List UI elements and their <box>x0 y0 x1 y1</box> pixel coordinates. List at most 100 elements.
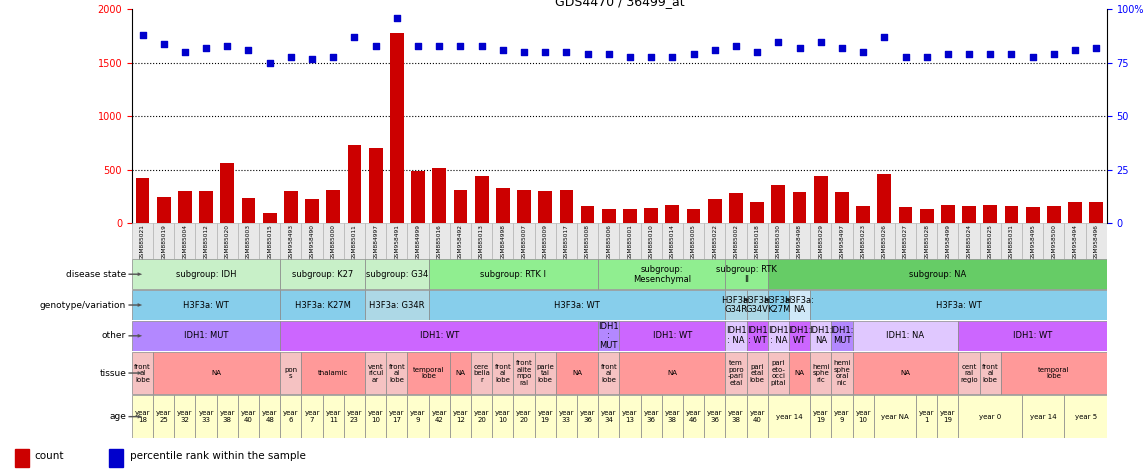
Text: NA: NA <box>668 370 678 376</box>
Text: NA: NA <box>572 370 582 376</box>
Text: other: other <box>102 331 126 340</box>
Point <box>748 48 766 56</box>
Bar <box>814 176 828 223</box>
Bar <box>789 290 810 320</box>
Point <box>367 42 385 50</box>
Bar <box>640 395 662 438</box>
Text: year
19: year 19 <box>538 410 553 423</box>
Text: GSM885013: GSM885013 <box>479 224 484 260</box>
Point <box>1023 53 1041 60</box>
Bar <box>916 395 937 438</box>
Bar <box>195 395 217 438</box>
Point <box>1002 51 1021 58</box>
Text: IDH1:
WT: IDH1: WT <box>788 327 811 345</box>
Text: front
al
lobe: front al lobe <box>494 364 512 383</box>
Bar <box>599 259 725 289</box>
Bar <box>729 193 743 223</box>
Bar <box>1001 352 1107 394</box>
Text: GSM885021: GSM885021 <box>140 224 145 260</box>
Text: year
10: year 10 <box>496 410 510 423</box>
Bar <box>580 206 594 223</box>
Point <box>685 51 703 58</box>
Text: year
6: year 6 <box>283 410 298 423</box>
Text: year
25: year 25 <box>156 410 171 423</box>
Text: GSM885005: GSM885005 <box>690 224 696 260</box>
Bar <box>135 178 149 223</box>
Bar <box>602 210 616 223</box>
Point <box>663 53 681 60</box>
Bar <box>1022 395 1064 438</box>
Text: GSM958495: GSM958495 <box>1030 224 1036 260</box>
Text: year 14: year 14 <box>775 414 802 419</box>
Bar <box>725 395 747 438</box>
Bar <box>411 171 424 223</box>
Bar <box>535 395 556 438</box>
Bar <box>662 223 682 259</box>
Point <box>981 51 999 58</box>
Text: GSM958492: GSM958492 <box>458 224 463 260</box>
Text: year
38: year 38 <box>219 410 235 423</box>
Text: front
al
lobe: front al lobe <box>600 364 617 383</box>
Bar <box>365 395 387 438</box>
Text: H3F3a: WT: H3F3a: WT <box>936 301 982 310</box>
Text: subgroup: IDH: subgroup: IDH <box>175 270 236 279</box>
Text: year
19: year 19 <box>813 410 828 423</box>
Text: GSM885030: GSM885030 <box>775 224 781 260</box>
Bar <box>747 352 767 394</box>
Point <box>473 42 491 50</box>
Text: subgroup: NA: subgroup: NA <box>908 270 966 279</box>
Bar <box>365 223 387 259</box>
Bar <box>665 205 679 223</box>
Point <box>536 48 554 56</box>
Bar <box>178 191 192 223</box>
Text: H3F3a: WT: H3F3a: WT <box>184 301 229 310</box>
Bar <box>750 202 764 223</box>
Text: cent
ral
regio: cent ral regio <box>960 364 978 383</box>
Bar <box>959 352 980 394</box>
Bar <box>560 190 574 223</box>
Bar <box>429 223 450 259</box>
Text: IDH1: WT: IDH1: WT <box>1013 331 1052 340</box>
Bar <box>832 223 852 259</box>
Text: NA: NA <box>900 370 911 376</box>
Text: year
20: year 20 <box>516 410 532 423</box>
Point <box>1087 44 1106 52</box>
Point <box>853 48 872 56</box>
Bar <box>195 223 217 259</box>
Point <box>175 48 194 56</box>
Bar <box>1047 206 1061 223</box>
Point <box>960 51 978 58</box>
Text: GSM885008: GSM885008 <box>585 224 590 260</box>
Bar <box>535 223 556 259</box>
Bar <box>390 33 404 223</box>
Bar <box>852 395 874 438</box>
Text: NA: NA <box>212 370 221 376</box>
Text: GSM885016: GSM885016 <box>437 224 442 260</box>
Bar <box>687 210 701 223</box>
Bar <box>640 223 662 259</box>
Bar <box>538 191 552 223</box>
Text: GSM885002: GSM885002 <box>733 224 739 260</box>
Bar <box>1086 223 1107 259</box>
Point <box>282 53 301 60</box>
Text: GSM885023: GSM885023 <box>860 224 866 260</box>
Text: year
36: year 36 <box>707 410 723 423</box>
Point <box>1045 51 1063 58</box>
Bar <box>767 395 810 438</box>
Text: year
38: year 38 <box>728 410 743 423</box>
Bar <box>810 290 1107 320</box>
Point <box>197 44 216 52</box>
Bar <box>305 199 319 223</box>
Bar <box>725 259 767 289</box>
Bar <box>577 223 599 259</box>
Point <box>408 42 427 50</box>
Text: H3F3a:
G34R: H3F3a: G34R <box>721 296 751 314</box>
Bar <box>767 223 789 259</box>
Text: genotype/variation: genotype/variation <box>40 301 126 310</box>
Text: front
al
lobe: front al lobe <box>982 364 999 383</box>
Bar <box>645 208 658 223</box>
Text: year 14: year 14 <box>1030 414 1056 419</box>
Bar <box>327 190 341 223</box>
Text: year
10: year 10 <box>856 410 871 423</box>
Bar <box>810 352 832 394</box>
